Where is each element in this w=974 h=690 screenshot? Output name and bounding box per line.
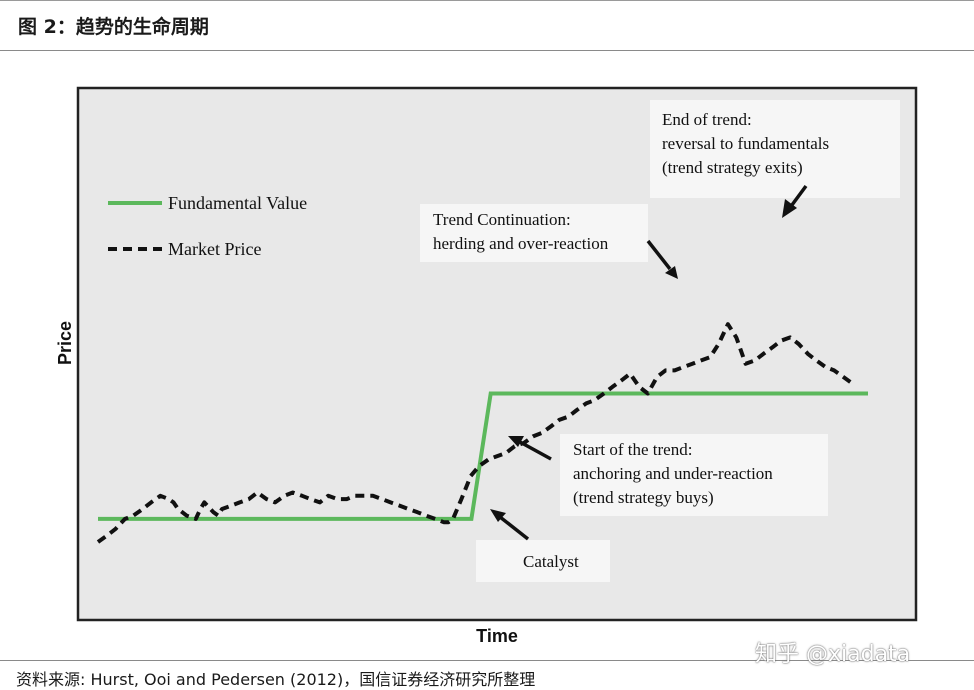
- note-bg-start: [560, 434, 828, 516]
- annotation-arrows: [490, 184, 808, 541]
- annotation-end-of-trend: End of trend: reversal to fundamentals (…: [662, 110, 829, 177]
- chart: Price Time Fundamental Value Market Pric…: [55, 86, 918, 646]
- annotation-catalyst-line-1: Catalyst: [523, 552, 579, 571]
- note-bg-continuation: [420, 204, 648, 262]
- arrow-end-of-trend-head: [782, 199, 797, 218]
- figure-title: 图 2：趋势的生命周期: [18, 16, 209, 38]
- annotation-start-line-1: Start of the trend:: [573, 440, 692, 459]
- arrow-continuation-head: [665, 266, 678, 279]
- title-divider: [0, 50, 974, 51]
- arrow-start-of-trend: [519, 440, 552, 461]
- top-border: [0, 0, 974, 1]
- note-bg-end-of-trend: [650, 100, 900, 198]
- annotation-continuation-line-2: herding and over-reaction: [433, 234, 609, 253]
- annotation-start-line-2: anchoring and under-reaction: [573, 464, 773, 483]
- x-axis-label: Time: [476, 626, 518, 646]
- arrow-catalyst-head: [490, 509, 506, 522]
- annotation-continuation-line-1: Trend Continuation:: [433, 210, 571, 229]
- note-bg-catalyst: [476, 540, 610, 582]
- annotation-end-of-trend-line-1: End of trend:: [662, 110, 752, 129]
- arrow-continuation: [646, 239, 672, 271]
- source-note: 资料来源: Hurst, Ooi and Pedersen (2012)，国信证…: [16, 670, 536, 689]
- fundamental-value-line: [98, 391, 868, 521]
- legend-market-label: Market Price: [168, 239, 261, 259]
- watermark: 知乎 @xiadata: [755, 642, 911, 667]
- market-price-line: [96, 322, 854, 544]
- legend-fundamental-label: Fundamental Value: [168, 193, 307, 213]
- source-divider: [0, 660, 974, 661]
- annotation-end-of-trend-line-2: reversal to fundamentals: [662, 134, 829, 153]
- annotation-start-of-trend: Start of the trend: anchoring and under-…: [573, 440, 773, 507]
- annotation-continuation: Trend Continuation: herding and over-rea…: [433, 210, 609, 253]
- annotation-catalyst: Catalyst: [523, 552, 579, 571]
- annotation-end-of-trend-line-3: (trend strategy exits): [662, 158, 803, 177]
- arrow-catalyst: [498, 515, 530, 541]
- y-axis-label: Price: [55, 321, 75, 365]
- annotation-start-line-3: (trend strategy buys): [573, 488, 714, 507]
- arrow-start-of-trend-head: [508, 436, 524, 447]
